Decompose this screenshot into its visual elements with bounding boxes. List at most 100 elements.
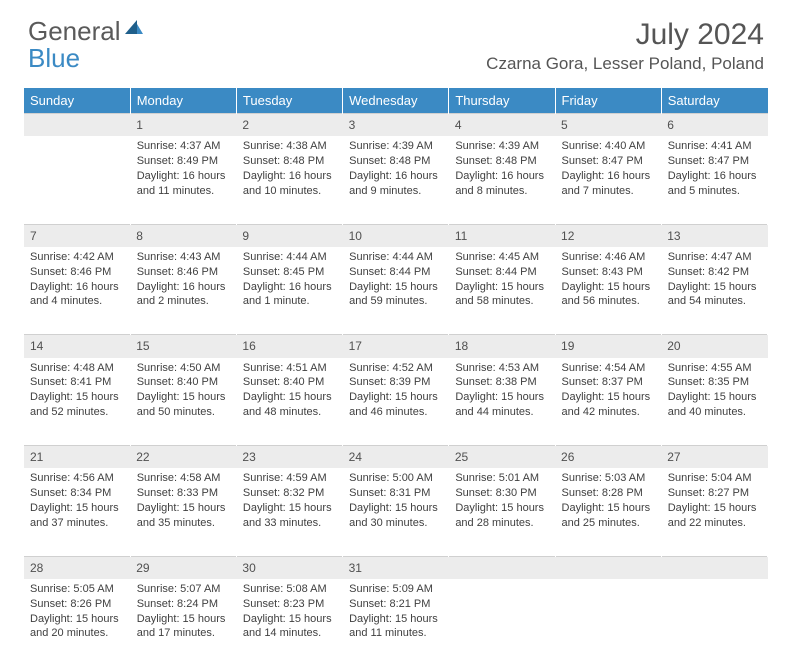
day-content-cell: Sunrise: 4:43 AMSunset: 8:46 PMDaylight:…	[130, 247, 236, 335]
sunset-line: Sunset: 8:46 PM	[137, 265, 230, 280]
sunrise-line: Sunrise: 5:04 AM	[668, 471, 761, 486]
sunrise-line: Sunrise: 4:52 AM	[349, 361, 442, 376]
sunset-line: Sunset: 8:48 PM	[455, 154, 548, 169]
day-content-cell: Sunrise: 4:44 AMSunset: 8:45 PMDaylight:…	[236, 247, 342, 335]
sunrise-line: Sunrise: 4:54 AM	[562, 361, 655, 376]
daylight-line: Daylight: 15 hours and 58 minutes.	[455, 280, 548, 310]
day-content-cell: Sunrise: 4:47 AMSunset: 8:42 PMDaylight:…	[661, 247, 767, 335]
daylight-line: Daylight: 15 hours and 48 minutes.	[243, 390, 336, 420]
day-number-cell: 21	[24, 446, 130, 469]
day-number-cell: 25	[449, 446, 555, 469]
day-content-cell: Sunrise: 5:09 AMSunset: 8:21 PMDaylight:…	[343, 579, 449, 667]
day-content-cell: Sunrise: 4:54 AMSunset: 8:37 PMDaylight:…	[555, 358, 661, 446]
sunrise-line: Sunrise: 5:09 AM	[349, 582, 442, 597]
sunrise-line: Sunrise: 4:59 AM	[243, 471, 336, 486]
daylight-line: Daylight: 15 hours and 37 minutes.	[30, 501, 124, 531]
sunset-line: Sunset: 8:31 PM	[349, 486, 442, 501]
day-content-cell: Sunrise: 5:04 AMSunset: 8:27 PMDaylight:…	[661, 468, 767, 556]
day-number-cell	[24, 114, 130, 137]
daylight-line: Daylight: 15 hours and 14 minutes.	[243, 612, 336, 642]
sunset-line: Sunset: 8:30 PM	[455, 486, 548, 501]
sunset-line: Sunset: 8:47 PM	[668, 154, 761, 169]
day-header-row: SundayMondayTuesdayWednesdayThursdayFrid…	[24, 88, 768, 114]
day-number-cell: 31	[343, 556, 449, 579]
day-content-cell: Sunrise: 4:50 AMSunset: 8:40 PMDaylight:…	[130, 358, 236, 446]
title-block: July 2024 Czarna Gora, Lesser Poland, Po…	[486, 18, 764, 74]
sunset-line: Sunset: 8:34 PM	[30, 486, 124, 501]
day-number-cell: 30	[236, 556, 342, 579]
sunrise-line: Sunrise: 4:58 AM	[137, 471, 230, 486]
daylight-line: Daylight: 15 hours and 35 minutes.	[137, 501, 230, 531]
day-header-monday: Monday	[130, 88, 236, 114]
day-number-cell: 9	[236, 224, 342, 247]
day-header-thursday: Thursday	[449, 88, 555, 114]
day-content-cell: Sunrise: 4:48 AMSunset: 8:41 PMDaylight:…	[24, 358, 130, 446]
day-content-cell: Sunrise: 5:07 AMSunset: 8:24 PMDaylight:…	[130, 579, 236, 667]
daylight-line: Daylight: 15 hours and 59 minutes.	[349, 280, 442, 310]
day-content-cell: Sunrise: 5:08 AMSunset: 8:23 PMDaylight:…	[236, 579, 342, 667]
daylight-line: Daylight: 16 hours and 4 minutes.	[30, 280, 124, 310]
daylight-line: Daylight: 15 hours and 46 minutes.	[349, 390, 442, 420]
sunrise-line: Sunrise: 4:39 AM	[349, 139, 442, 154]
sunrise-line: Sunrise: 4:42 AM	[30, 250, 124, 265]
sunrise-line: Sunrise: 4:53 AM	[455, 361, 548, 376]
daylight-line: Daylight: 15 hours and 50 minutes.	[137, 390, 230, 420]
day-content-cell	[555, 579, 661, 667]
day-number-row: 78910111213	[24, 224, 768, 247]
calendar-table: SundayMondayTuesdayWednesdayThursdayFrid…	[24, 88, 768, 667]
day-number-cell: 10	[343, 224, 449, 247]
sunrise-line: Sunrise: 5:05 AM	[30, 582, 124, 597]
sunset-line: Sunset: 8:40 PM	[243, 375, 336, 390]
day-number-row: 28293031	[24, 556, 768, 579]
sunset-line: Sunset: 8:41 PM	[30, 375, 124, 390]
day-number-cell: 8	[130, 224, 236, 247]
sunset-line: Sunset: 8:42 PM	[668, 265, 761, 280]
sunset-line: Sunset: 8:48 PM	[349, 154, 442, 169]
day-number-cell: 7	[24, 224, 130, 247]
day-header-tuesday: Tuesday	[236, 88, 342, 114]
day-header-friday: Friday	[555, 88, 661, 114]
day-number-cell: 5	[555, 114, 661, 137]
daylight-line: Daylight: 15 hours and 11 minutes.	[349, 612, 442, 642]
sunrise-line: Sunrise: 5:07 AM	[137, 582, 230, 597]
day-number-cell: 17	[343, 335, 449, 358]
day-content-cell: Sunrise: 4:42 AMSunset: 8:46 PMDaylight:…	[24, 247, 130, 335]
sunset-line: Sunset: 8:33 PM	[137, 486, 230, 501]
sunset-line: Sunset: 8:24 PM	[137, 597, 230, 612]
day-header-wednesday: Wednesday	[343, 88, 449, 114]
daylight-line: Daylight: 15 hours and 17 minutes.	[137, 612, 230, 642]
sunset-line: Sunset: 8:46 PM	[30, 265, 124, 280]
sunrise-line: Sunrise: 4:44 AM	[243, 250, 336, 265]
day-number-cell: 29	[130, 556, 236, 579]
day-content-cell: Sunrise: 4:51 AMSunset: 8:40 PMDaylight:…	[236, 358, 342, 446]
daylight-line: Daylight: 15 hours and 25 minutes.	[562, 501, 655, 531]
day-number-cell: 4	[449, 114, 555, 137]
day-content-cell: Sunrise: 4:39 AMSunset: 8:48 PMDaylight:…	[343, 136, 449, 224]
day-number-cell: 3	[343, 114, 449, 137]
header: General Blue July 2024 Czarna Gora, Less…	[0, 0, 792, 80]
day-content-cell: Sunrise: 5:03 AMSunset: 8:28 PMDaylight:…	[555, 468, 661, 556]
day-content-cell	[24, 136, 130, 224]
day-number-cell: 6	[661, 114, 767, 137]
sunrise-line: Sunrise: 5:01 AM	[455, 471, 548, 486]
daylight-line: Daylight: 15 hours and 28 minutes.	[455, 501, 548, 531]
sunset-line: Sunset: 8:21 PM	[349, 597, 442, 612]
logo: General Blue	[28, 18, 145, 72]
sunrise-line: Sunrise: 4:43 AM	[137, 250, 230, 265]
day-content-cell: Sunrise: 4:40 AMSunset: 8:47 PMDaylight:…	[555, 136, 661, 224]
daylight-line: Daylight: 15 hours and 40 minutes.	[668, 390, 761, 420]
sunset-line: Sunset: 8:44 PM	[455, 265, 548, 280]
daylight-line: Daylight: 15 hours and 30 minutes.	[349, 501, 442, 531]
sunrise-line: Sunrise: 4:38 AM	[243, 139, 336, 154]
daylight-line: Daylight: 16 hours and 10 minutes.	[243, 169, 336, 199]
day-content-cell	[661, 579, 767, 667]
daylight-line: Daylight: 16 hours and 1 minute.	[243, 280, 336, 310]
day-number-cell: 11	[449, 224, 555, 247]
day-content-cell: Sunrise: 4:59 AMSunset: 8:32 PMDaylight:…	[236, 468, 342, 556]
sunrise-line: Sunrise: 4:37 AM	[137, 139, 230, 154]
day-content-cell: Sunrise: 4:38 AMSunset: 8:48 PMDaylight:…	[236, 136, 342, 224]
daylight-line: Daylight: 15 hours and 56 minutes.	[562, 280, 655, 310]
day-number-cell	[555, 556, 661, 579]
daylight-line: Daylight: 15 hours and 33 minutes.	[243, 501, 336, 531]
sunset-line: Sunset: 8:39 PM	[349, 375, 442, 390]
